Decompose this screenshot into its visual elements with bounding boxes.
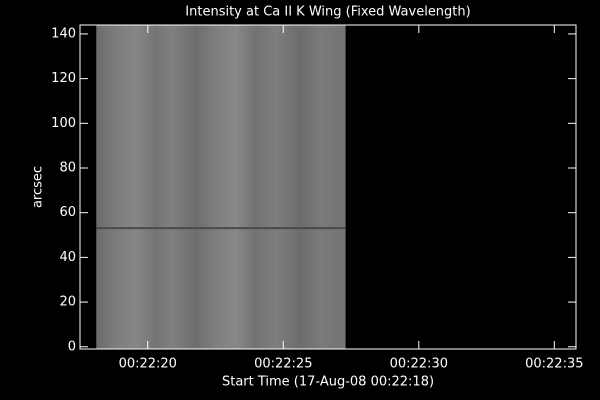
image [96,25,346,349]
y-tick-label: 80 [59,161,76,176]
y-tick-label: 60 [59,205,76,220]
y-tick-label: 140 [51,26,76,41]
y-axis-label: arcsec [31,166,46,208]
x-tick-label: 00:22:30 [390,357,448,372]
y-tick-label: 0 [68,339,76,354]
y-tick-label: 120 [51,71,76,86]
x-tick-label: 00:22:20 [119,357,177,372]
x-axis-label: Start Time (17-Aug-08 00:22:18) [222,375,434,390]
y-tick-label: 100 [51,116,76,131]
y-tick-label: 20 [59,295,76,310]
x-tick-label: 00:22:25 [254,357,312,372]
plot-frame [79,24,577,350]
x-tick-label: 00:22:35 [525,357,583,372]
chart-title: Intensity at Ca II K Wing (Fixed Wavelen… [185,5,470,20]
y-tick-label: 40 [59,250,76,265]
